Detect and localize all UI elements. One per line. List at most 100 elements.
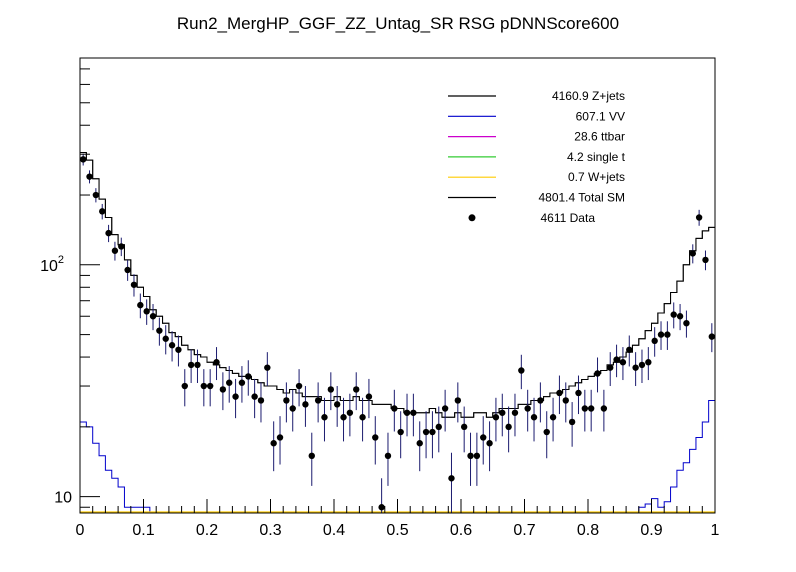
data-point bbox=[295, 369, 303, 407]
data-point bbox=[213, 347, 220, 381]
data-marker bbox=[289, 405, 296, 412]
data-point bbox=[454, 382, 462, 423]
data-marker bbox=[626, 346, 633, 353]
data-point bbox=[162, 325, 169, 355]
legend-entry-single-t: 4.2 single t bbox=[448, 150, 626, 164]
data-point bbox=[651, 327, 658, 357]
data-marker bbox=[232, 393, 239, 400]
data-point bbox=[181, 369, 188, 407]
data-point bbox=[397, 411, 404, 459]
data-marker bbox=[549, 414, 557, 421]
data-marker bbox=[435, 423, 442, 431]
data-points-layer bbox=[79, 153, 716, 513]
data-point bbox=[264, 352, 271, 387]
x-tick-label: 0.9 bbox=[640, 522, 662, 539]
data-point bbox=[333, 386, 341, 427]
data-marker bbox=[505, 423, 512, 431]
data-marker bbox=[295, 382, 303, 390]
plot-frame bbox=[79, 57, 716, 514]
data-point bbox=[86, 170, 93, 184]
data-marker bbox=[359, 414, 366, 421]
data-point bbox=[645, 347, 652, 381]
legend-entry-ttbar: 28.6 ttbar bbox=[448, 130, 625, 144]
axes: 0 0.1 0.2 0.3 0.4 0.5 0.6 0.7 0.8 0.9 1 10 102 bbox=[40, 68, 720, 539]
data-marker bbox=[473, 452, 481, 460]
chart-title: Run2_MergHP_GGF_ZZ_Untag_SR RSG pDNNScor… bbox=[177, 14, 619, 33]
data-marker bbox=[187, 361, 195, 369]
data-marker bbox=[175, 346, 182, 353]
data-marker bbox=[403, 409, 411, 416]
data-point bbox=[702, 250, 709, 271]
data-marker bbox=[111, 247, 119, 254]
data-point bbox=[638, 349, 646, 383]
data-marker bbox=[276, 434, 284, 441]
data-marker bbox=[391, 405, 398, 412]
data-marker bbox=[162, 335, 169, 342]
data-marker bbox=[321, 414, 328, 421]
legend-entry-z-jets: 4160.9 Z+jets bbox=[448, 89, 625, 103]
data-point bbox=[441, 389, 449, 432]
data-marker bbox=[308, 452, 315, 460]
legend-entry-total-sm: 4801.4 Total SM bbox=[448, 191, 625, 205]
data-point bbox=[99, 203, 106, 220]
data-marker bbox=[486, 440, 493, 447]
data-marker bbox=[130, 281, 138, 288]
data-marker bbox=[683, 319, 690, 327]
legend-label: 28.6 ttbar bbox=[574, 130, 625, 144]
data-point bbox=[238, 366, 246, 403]
data-marker bbox=[619, 359, 627, 366]
data-marker bbox=[213, 359, 220, 366]
legend-entry-vv: 607.1 VV bbox=[448, 109, 625, 123]
data-marker bbox=[454, 397, 462, 404]
legend-label: 607.1 VV bbox=[576, 109, 625, 123]
data-marker bbox=[448, 475, 455, 482]
data-marker bbox=[251, 393, 258, 400]
x-tick-label: 0.2 bbox=[196, 522, 218, 539]
data-point bbox=[118, 237, 125, 257]
data-point bbox=[587, 389, 595, 432]
data-point bbox=[473, 432, 481, 486]
data-marker bbox=[594, 370, 601, 377]
data-point bbox=[245, 360, 252, 396]
data-marker bbox=[194, 361, 201, 369]
data-point bbox=[194, 349, 201, 383]
data-marker bbox=[378, 504, 385, 511]
data-marker bbox=[422, 428, 430, 436]
legend-label: 4160.9 Z+jets bbox=[552, 89, 625, 103]
data-marker bbox=[219, 386, 227, 393]
data-point bbox=[632, 352, 639, 387]
data-point bbox=[289, 389, 296, 432]
legend-label: 4801.4 Total SM bbox=[538, 191, 625, 205]
data-marker bbox=[264, 364, 271, 371]
data-marker bbox=[499, 409, 506, 416]
histogram-series-layer bbox=[80, 152, 715, 514]
data-marker bbox=[524, 405, 531, 412]
data-point bbox=[137, 293, 144, 319]
data-marker bbox=[638, 361, 646, 369]
data-marker bbox=[206, 382, 214, 390]
x-tick-label: 0.1 bbox=[132, 522, 154, 539]
data-point bbox=[480, 416, 487, 465]
data-point bbox=[626, 335, 633, 367]
x-tick-label: 0.3 bbox=[259, 522, 281, 539]
data-point bbox=[276, 416, 284, 465]
data-point bbox=[486, 421, 493, 472]
data-point bbox=[206, 369, 214, 407]
data-marker bbox=[581, 405, 589, 412]
data-marker bbox=[670, 311, 677, 318]
data-point bbox=[302, 386, 309, 427]
data-point bbox=[518, 354, 525, 390]
data-marker bbox=[397, 428, 404, 436]
data-point bbox=[410, 393, 417, 437]
legend-label: 0.7 W+jets bbox=[568, 170, 625, 184]
data-point bbox=[600, 389, 608, 432]
data-point bbox=[403, 393, 411, 437]
data-point bbox=[327, 372, 335, 411]
data-point bbox=[321, 397, 328, 442]
data-marker bbox=[86, 173, 93, 180]
data-marker bbox=[511, 409, 519, 416]
data-point bbox=[695, 209, 703, 226]
series-vv bbox=[80, 399, 715, 514]
data-marker bbox=[607, 364, 614, 371]
